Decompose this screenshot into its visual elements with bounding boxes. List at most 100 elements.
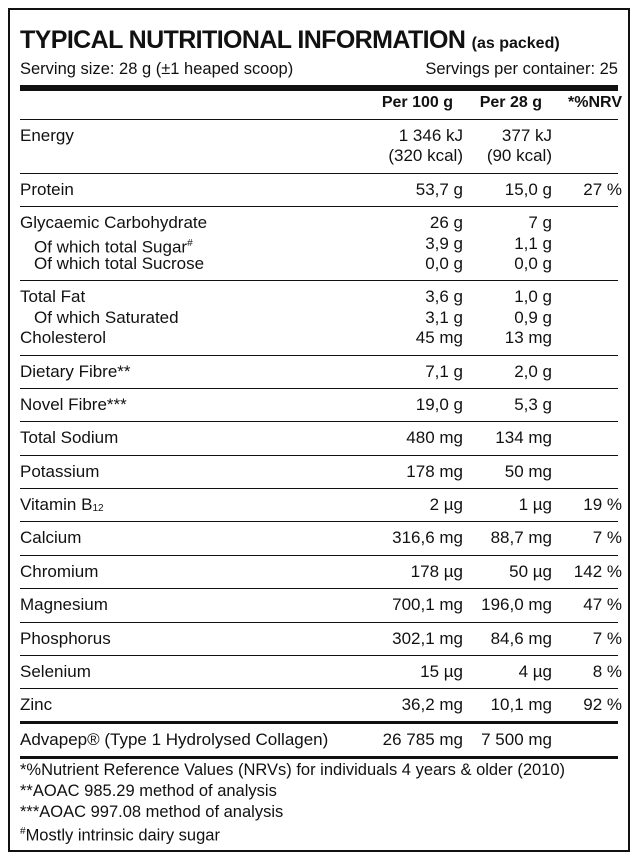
cell-value: 19 %	[583, 495, 622, 515]
table-row-line: Dietary Fibre** 7,1 g 2,0 g	[20, 362, 618, 382]
row-label: Total Fat	[20, 287, 85, 307]
footnote: *%Nutrient Reference Values (NRVs) for i…	[20, 760, 565, 781]
cell-value: 53,7 g	[415, 179, 463, 199]
row-label-text: Vitamin B	[20, 495, 93, 515]
table-row-line: Novel Fibre*** 19,0 g 5,3 g	[20, 395, 618, 415]
cell-value: (90 kcal)	[486, 146, 552, 166]
row-label: Calcium	[20, 528, 81, 548]
row-label: Of which Saturated	[34, 308, 179, 328]
cell-value: 2 µg	[429, 495, 463, 515]
cell-value: 50 µg	[509, 561, 552, 581]
cell-value: 1,1 g	[514, 233, 552, 253]
table-row-line: Protein 53,7 g 15,0 g 27 %	[20, 179, 622, 200]
row-label: Cholesterol	[20, 328, 106, 348]
cell-value: 7 g	[528, 213, 552, 233]
cell-value: 2,0 g	[514, 361, 552, 381]
table-row-line: Of which Saturated 3,1 g 0,9 g	[20, 308, 618, 328]
table-row-line: Total Fat 3,6 g 1,0 g	[20, 287, 618, 307]
row-label: Energy	[20, 126, 74, 146]
cell-value: 7 500 mg	[481, 729, 552, 749]
footnote-text: **AOAC 985.29 method of analysis	[20, 781, 277, 800]
footnotes: *%Nutrient Reference Values (NRVs) for i…	[20, 760, 565, 847]
row-label-text: Of which Saturated	[34, 307, 179, 327]
servings-per-container: Servings per container: 25	[425, 60, 618, 78]
row-label: Chromium	[20, 562, 98, 582]
table-row-line: Phosphorus 302,1 mg 84,6 mg 7 %	[20, 628, 622, 649]
row-label: Novel Fibre***	[20, 395, 127, 415]
cell-value: 1,0 g	[514, 287, 552, 307]
row-group: Chromium 178 µg 50 µg 142 %	[20, 556, 622, 590]
row-group: Vitamin B12 2 µg 1 µg 19 %	[20, 489, 622, 523]
title-note: (as packed)	[471, 35, 560, 52]
nutrition-panel: TYPICAL NUTRITIONAL INFORMATION (as pack…	[8, 8, 630, 852]
row-group: Calcium 316,6 mg 88,7 mg 7 %	[20, 522, 622, 556]
row-label-text: Protein	[20, 179, 74, 199]
cell-value: 47 %	[583, 595, 622, 615]
row-label: Vitamin B12	[20, 495, 104, 519]
nutrition-table: Energy 1 346 kJ 377 kJ (320 kcal) (90 kcal) P…	[20, 119, 622, 760]
cell-value: 15 µg	[420, 662, 463, 682]
cell-value: 5,3 g	[514, 394, 552, 414]
table-row-line: Total Sodium 480 mg 134 mg	[20, 428, 618, 448]
cell-value: 3,9 g	[425, 233, 463, 253]
row-group: Novel Fibre*** 19,0 g 5,3 g	[20, 389, 618, 423]
row-label: Glycaemic Carbohydrate	[20, 213, 207, 233]
cell-value: 316,6 mg	[392, 528, 463, 548]
row-group: Zinc 36,2 mg 10,1 mg 92 %	[20, 689, 622, 721]
column-header: Per 100 g	[381, 94, 453, 111]
cell-value: 7 %	[592, 528, 622, 548]
cell-value: 4 µg	[518, 662, 552, 682]
row-group: Total Fat 3,6 g 1,0 g Of which Saturated 3,1…	[20, 281, 618, 356]
divider	[20, 85, 618, 91]
row-label: Of which total Sugar#	[34, 234, 193, 258]
cell-value: 178 µg	[410, 561, 463, 581]
row-group: Dietary Fibre** 7,1 g 2,0 g	[20, 356, 618, 389]
footnote-text: *%Nutrient Reference Values (NRVs) for i…	[20, 761, 566, 779]
row-group: Protein 53,7 g 15,0 g 27 %	[20, 174, 622, 208]
cell-value: 92 %	[583, 695, 622, 715]
row-label-text: Of which total Sugar	[34, 237, 188, 257]
cell-value: 26 g	[429, 213, 463, 233]
cell-value: 36,2 mg	[401, 695, 463, 715]
cell-value: 88,7 mg	[490, 528, 552, 548]
label-subscript: 12	[92, 503, 104, 515]
cell-value: 45 mg	[415, 328, 463, 348]
table-row-line: (320 kcal) (90 kcal)	[20, 146, 618, 166]
cell-value: 10,1 mg	[490, 695, 552, 715]
row-label-text: Dietary Fibre**	[20, 361, 131, 381]
row-label-text: Phosphorus	[20, 628, 111, 648]
table-row-line: Energy 1 346 kJ 377 kJ	[20, 126, 618, 146]
row-label: Selenium	[20, 662, 91, 682]
cell-value: 134 mg	[495, 428, 552, 448]
row-group: Energy 1 346 kJ 377 kJ (320 kcal) (90 kcal)	[20, 120, 618, 174]
table-row-line: Chromium 178 µg 50 µg 142 %	[20, 561, 622, 582]
row-label-text: Glycaemic Carbohydrate	[20, 213, 208, 233]
total-row: Advapep® (Type 1 Hydrolysed Collagen) 26 …	[20, 720, 618, 760]
footnote-mark: #	[20, 826, 26, 838]
row-label-text: Total Fat	[20, 287, 86, 307]
row-label: Advapep® (Type 1 Hydrolysed Collagen)	[20, 730, 328, 750]
cell-value: 84,6 mg	[490, 628, 552, 648]
cell-value: 15,0 g	[504, 179, 552, 199]
row-label-text: Magnesium	[20, 595, 108, 615]
row-group: Potassium 178 mg 50 mg	[20, 456, 618, 490]
cell-value: 19,0 g	[415, 394, 463, 414]
row-label: Total Sodium	[20, 428, 118, 448]
column-header: Per 28 g	[479, 94, 542, 111]
table-row-line: Of which total Sugar# 3,9 g 1,1 g	[20, 233, 618, 257]
cell-value: (320 kcal)	[388, 146, 463, 166]
row-label: Potassium	[20, 462, 99, 482]
table-row-line: Zinc 36,2 mg 10,1 mg 92 %	[20, 695, 622, 715]
footnote: **AOAC 985.29 method of analysis	[20, 781, 565, 802]
row-label: Phosphorus	[20, 629, 111, 649]
row-label-text: Novel Fibre***	[20, 394, 127, 414]
row-group: Selenium 15 µg 4 µg 8 %	[20, 656, 622, 690]
footnote-text: Mostly intrinsic dairy sugar	[25, 826, 220, 845]
cell-value: 3,1 g	[425, 307, 463, 327]
title-text: TYPICAL NUTRITIONAL INFORMATION	[20, 26, 466, 54]
table-row-line: Calcium 316,6 mg 88,7 mg 7 %	[20, 528, 622, 548]
table-row-line: Glycaemic Carbohydrate 26 g 7 g	[20, 213, 618, 233]
cell-value: 302,1 mg	[392, 628, 463, 648]
row-group: Total Sodium 480 mg 134 mg	[20, 422, 618, 456]
